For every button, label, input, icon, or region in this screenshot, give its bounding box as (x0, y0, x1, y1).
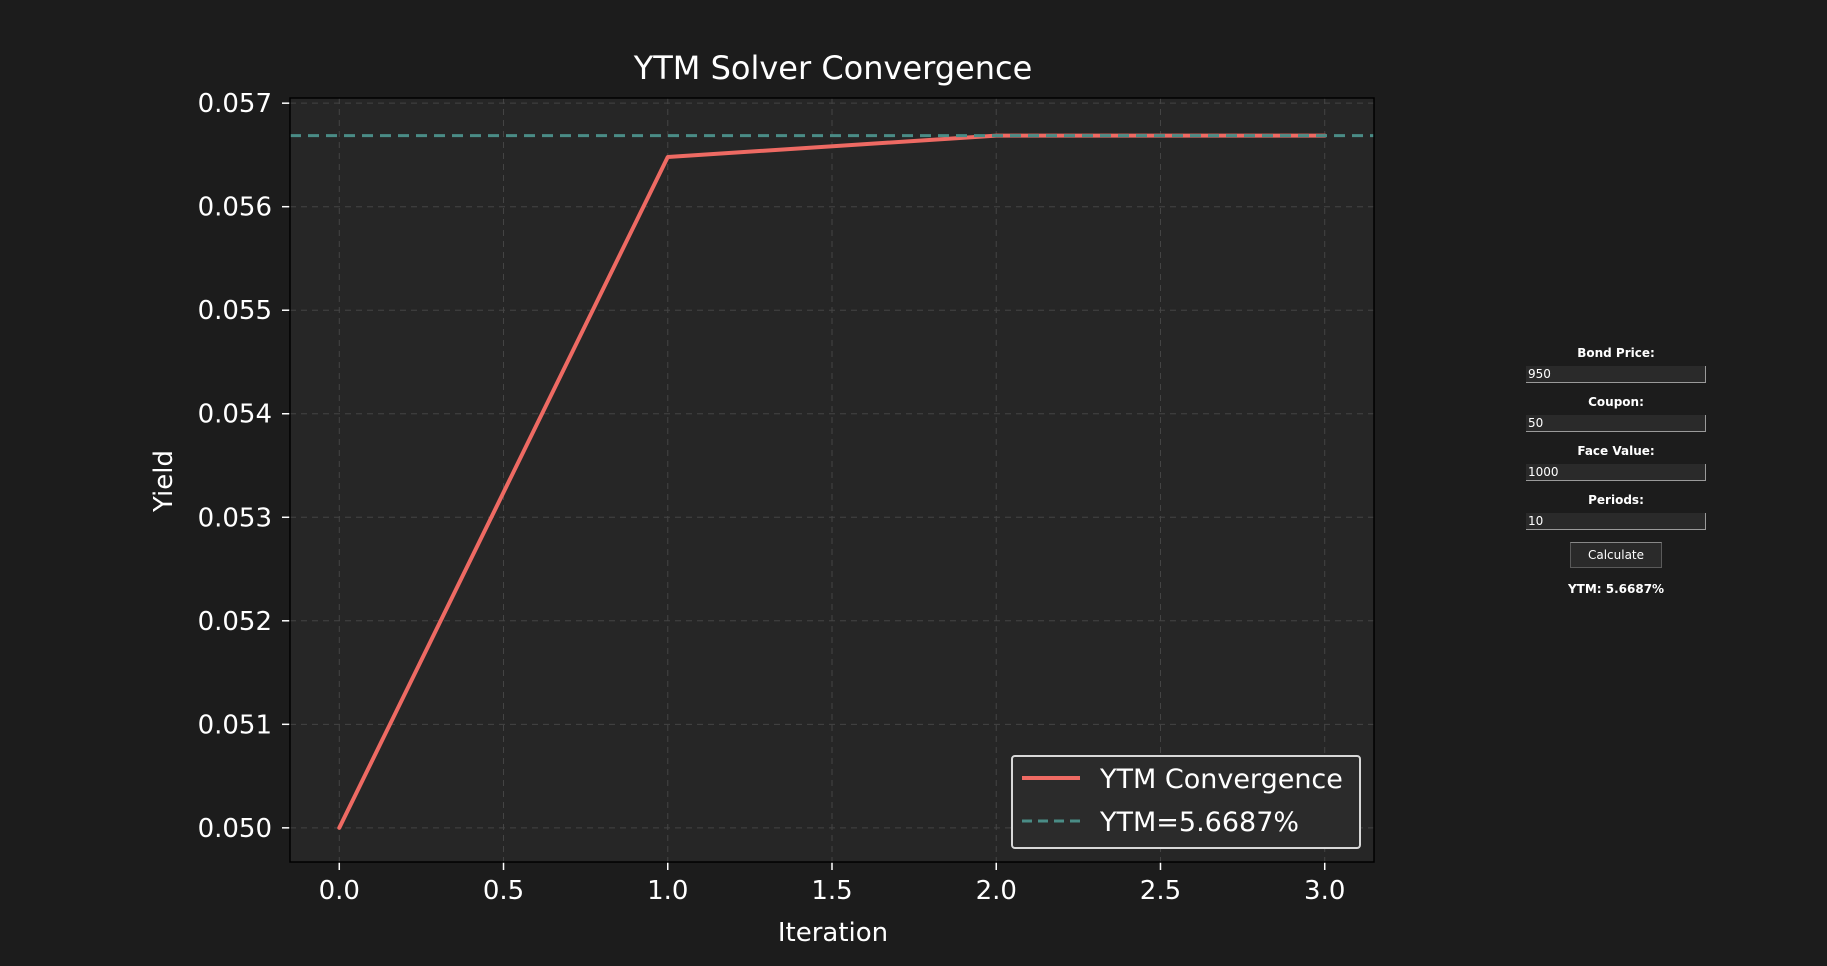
x-axis-ticks: 0.0 0.5 1.0 1.5 2.0 2.5 3.0 (319, 862, 1345, 906)
legend-label-ytm-line: YTM=5.6687% (1099, 807, 1299, 838)
y-tick-label: 0.056 (198, 193, 272, 223)
x-tick-label: 2.5 (1140, 876, 1181, 906)
x-tick-label: 0.5 (483, 876, 524, 906)
series-layer (290, 133, 1374, 830)
face-value-input[interactable] (1526, 464, 1706, 481)
x-tick-label: 0.0 (319, 876, 360, 906)
bond-price-label: Bond Price: (1577, 346, 1655, 360)
calculate-button[interactable]: Calculate (1570, 542, 1662, 568)
periods-label: Periods: (1588, 493, 1644, 507)
x-tick-label: 1.5 (811, 876, 852, 906)
chart-title: YTM Solver Convergence (633, 49, 1033, 87)
legend-box (1011, 755, 1361, 849)
legend: YTM Convergence YTM=5.6687% (1011, 755, 1361, 849)
y-tick-label: 0.054 (198, 400, 272, 430)
y-tick-label: 0.052 (198, 607, 272, 637)
y-axis-ticks: 0.050 0.051 0.052 0.053 0.054 0.055 0.056 0.057 (198, 89, 290, 844)
x-tick-label: 3.0 (1304, 876, 1345, 906)
coupon-label: Coupon: (1588, 395, 1644, 409)
periods-input[interactable] (1526, 513, 1706, 530)
y-tick-label: 0.055 (198, 296, 272, 326)
face-value-label: Face Value: (1577, 444, 1655, 458)
legend-label-ytm-convergence: YTM Convergence (1099, 764, 1343, 795)
plot-frame (289, 97, 1375, 863)
x-axis-label: Iteration (778, 918, 888, 948)
plot-area (290, 98, 1374, 862)
y-tick-label: 0.057 (198, 89, 272, 119)
ytm-input-panel: Bond Price: Coupon: Face Value: Periods:… (1520, 340, 1712, 596)
x-tick-label: 2.0 (976, 876, 1017, 906)
y-tick-label: 0.050 (198, 814, 272, 844)
x-tick-label: 1.0 (647, 876, 688, 906)
y-tick-label: 0.053 (198, 503, 272, 533)
y-tick-label: 0.051 (198, 710, 272, 740)
ytm-result-text: YTM: 5.6687% (1567, 582, 1665, 596)
bond-price-input[interactable] (1526, 366, 1706, 383)
coupon-input[interactable] (1526, 415, 1706, 432)
grid-lines (290, 98, 1374, 862)
y-axis-label: Yield (149, 450, 179, 513)
